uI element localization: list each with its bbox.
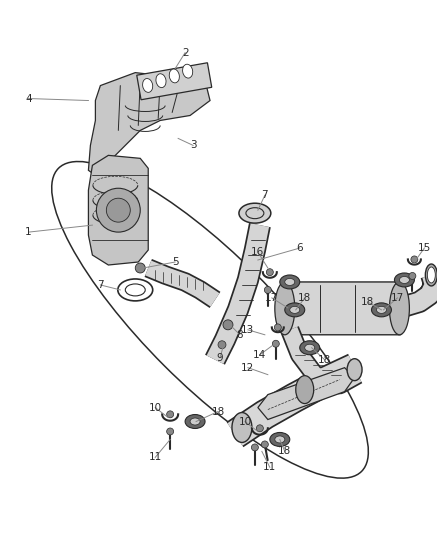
Circle shape [274, 324, 281, 331]
Text: 13: 13 [241, 325, 254, 335]
Text: 7: 7 [97, 280, 104, 290]
Text: 10: 10 [238, 416, 251, 426]
Text: 18: 18 [298, 293, 311, 303]
Circle shape [218, 341, 226, 349]
Ellipse shape [280, 275, 300, 289]
Ellipse shape [427, 267, 435, 283]
Ellipse shape [275, 282, 295, 335]
Text: 17: 17 [265, 293, 279, 303]
Ellipse shape [275, 436, 285, 443]
Text: 16: 16 [251, 247, 265, 257]
Ellipse shape [285, 303, 305, 317]
Polygon shape [88, 155, 148, 265]
FancyBboxPatch shape [282, 282, 403, 335]
Circle shape [106, 198, 130, 222]
Ellipse shape [190, 418, 200, 425]
Circle shape [409, 272, 416, 279]
Text: 12: 12 [241, 362, 254, 373]
Text: 18: 18 [278, 447, 291, 456]
Ellipse shape [156, 74, 166, 87]
Ellipse shape [232, 413, 252, 442]
Ellipse shape [270, 432, 290, 447]
Ellipse shape [296, 376, 314, 403]
Circle shape [256, 425, 263, 432]
Circle shape [266, 269, 273, 276]
Text: 10: 10 [148, 402, 162, 413]
Circle shape [251, 444, 258, 451]
Ellipse shape [285, 278, 295, 286]
Circle shape [265, 286, 271, 293]
Text: 7: 7 [261, 190, 268, 200]
Text: 8: 8 [237, 330, 243, 340]
Circle shape [167, 411, 173, 418]
Ellipse shape [371, 303, 392, 317]
FancyBboxPatch shape [137, 63, 212, 100]
Ellipse shape [399, 277, 410, 284]
Text: 18: 18 [318, 354, 331, 365]
Text: 14: 14 [253, 350, 266, 360]
Text: 18: 18 [212, 407, 225, 416]
Ellipse shape [143, 78, 153, 92]
Text: 9: 9 [217, 353, 223, 363]
Circle shape [272, 340, 279, 347]
Text: 15: 15 [418, 243, 431, 253]
Ellipse shape [347, 359, 362, 381]
Ellipse shape [305, 344, 314, 351]
Ellipse shape [300, 341, 320, 355]
Ellipse shape [389, 282, 410, 335]
Text: 6: 6 [297, 243, 303, 253]
Polygon shape [88, 72, 210, 175]
Text: 11: 11 [263, 462, 276, 472]
Circle shape [261, 441, 268, 448]
Ellipse shape [425, 264, 437, 286]
Polygon shape [258, 368, 355, 419]
Text: 4: 4 [25, 93, 32, 103]
Ellipse shape [183, 64, 193, 78]
Text: 2: 2 [182, 47, 188, 58]
Circle shape [223, 320, 233, 330]
Text: 17: 17 [391, 293, 404, 303]
Ellipse shape [239, 203, 271, 223]
Circle shape [135, 263, 145, 273]
Ellipse shape [185, 415, 205, 429]
Text: 5: 5 [172, 257, 178, 267]
Ellipse shape [169, 69, 180, 83]
Ellipse shape [395, 273, 414, 287]
Ellipse shape [377, 306, 386, 313]
Text: 3: 3 [190, 140, 196, 150]
Text: 18: 18 [361, 297, 374, 307]
Ellipse shape [290, 306, 300, 313]
Circle shape [96, 188, 140, 232]
Text: 11: 11 [148, 453, 162, 463]
Text: 1: 1 [25, 227, 32, 237]
Circle shape [167, 428, 173, 435]
Circle shape [411, 256, 418, 263]
